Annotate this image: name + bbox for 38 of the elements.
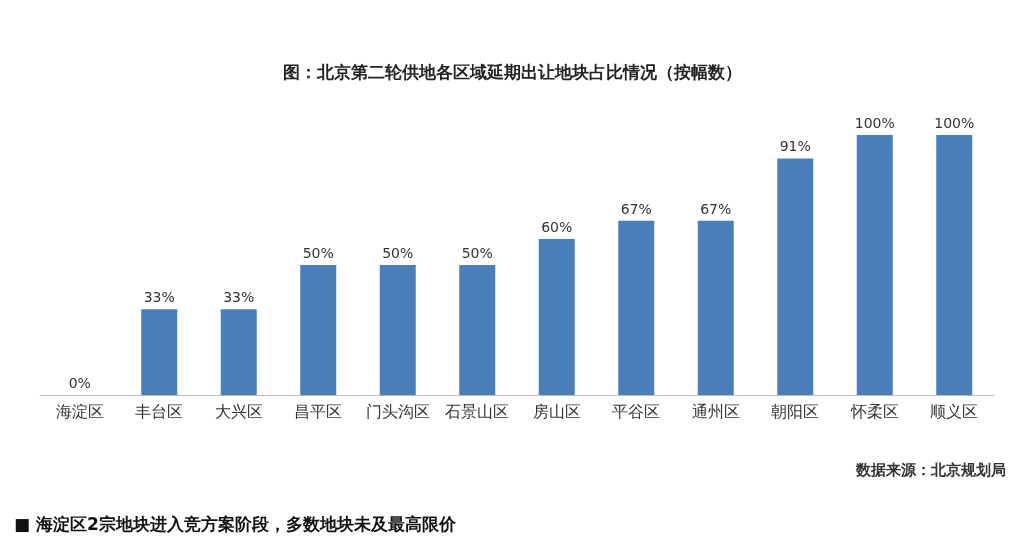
x-tick-label: 平谷区: [612, 401, 661, 421]
bar: [618, 220, 655, 395]
bar: [856, 135, 893, 395]
bar: [538, 239, 575, 395]
data-label: 91%: [779, 138, 811, 155]
x-tick-label: 大兴区: [214, 401, 263, 421]
data-label: 67%: [620, 200, 652, 217]
bar: [141, 309, 178, 395]
bar: [220, 309, 257, 395]
bar: [697, 220, 734, 395]
data-label: 67%: [700, 200, 732, 217]
x-tick-label: 丰台区: [135, 401, 184, 421]
x-tick-label: 昌平区: [294, 401, 343, 421]
bar: [777, 158, 814, 395]
x-tick-label: 朝阳区: [771, 401, 820, 421]
x-tick-label: 门头沟区: [365, 401, 430, 421]
x-tick-label: 怀柔区: [849, 401, 899, 421]
data-label: 50%: [382, 245, 414, 261]
bar: [300, 265, 337, 395]
chart-title: 图：北京第二轮供地各区域延期出让地块占比情况（按幅数）: [282, 61, 742, 82]
x-tick-label: 房山区: [532, 401, 581, 421]
bar: [459, 265, 496, 395]
x-tick-label: 石景山区: [445, 401, 510, 421]
data-label: 60%: [541, 219, 573, 235]
bar: [936, 135, 973, 395]
x-tick-label: 通州区: [691, 401, 740, 421]
text: ■ 海淀区2宗地块进入竞方案阶段，多数地块未及最高限价: [14, 513, 457, 534]
data-label: 100%: [934, 115, 975, 131]
data-label: 0%: [68, 375, 91, 391]
data-label: 100%: [854, 115, 895, 131]
x-tick-label: 海淀区: [55, 401, 104, 421]
x-tick-label: 顺义区: [930, 401, 979, 421]
data-label: 33%: [143, 289, 175, 306]
bar: [379, 265, 416, 395]
data-label: 33%: [223, 289, 255, 306]
data-label: 50%: [302, 245, 334, 261]
source-note: 数据来源：北京规划局: [855, 460, 1006, 479]
data-label: 50%: [461, 245, 493, 261]
